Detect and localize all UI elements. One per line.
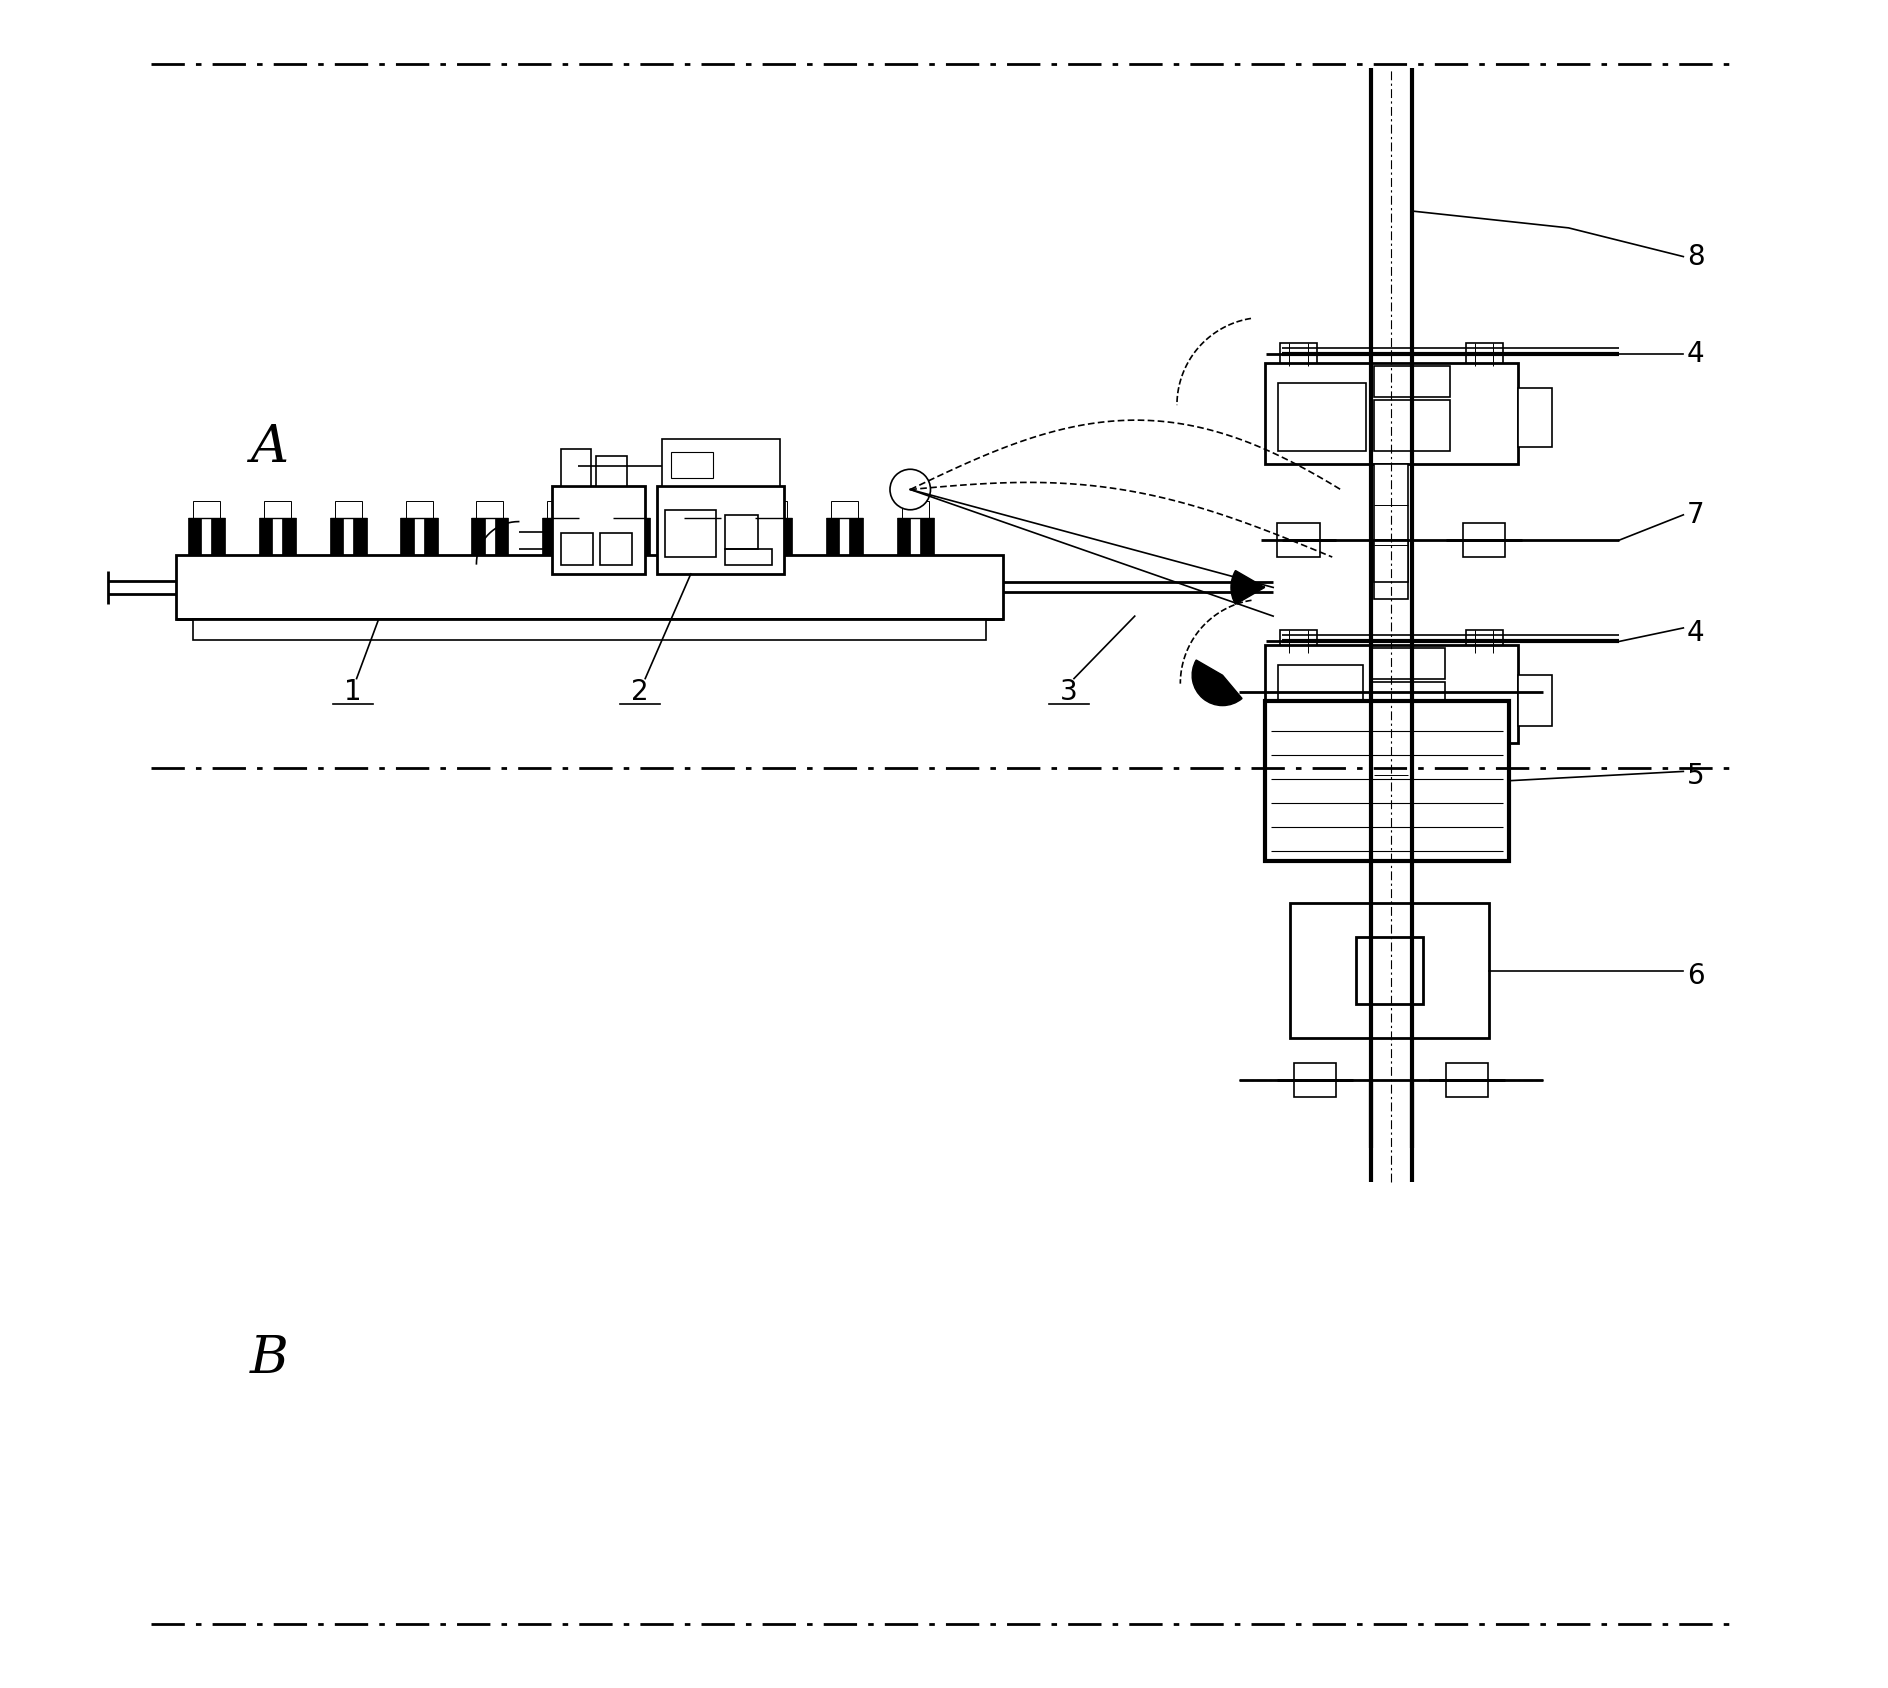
- Bar: [1265, 363, 1518, 464]
- Text: 3: 3: [1059, 679, 1078, 706]
- Bar: [1374, 540, 1408, 582]
- Bar: [1518, 675, 1552, 726]
- Text: A: A: [249, 422, 287, 473]
- Text: 7: 7: [1686, 501, 1705, 528]
- Bar: [283, 518, 296, 555]
- Bar: [761, 501, 787, 518]
- Bar: [193, 619, 986, 640]
- Text: 8: 8: [1686, 243, 1705, 270]
- Wedge shape: [1231, 571, 1265, 604]
- Bar: [902, 501, 929, 518]
- Bar: [476, 501, 504, 518]
- Bar: [176, 555, 1003, 619]
- Bar: [1371, 648, 1446, 679]
- Text: 6: 6: [1686, 962, 1705, 989]
- Bar: [553, 486, 646, 574]
- Bar: [1374, 464, 1408, 599]
- Bar: [259, 518, 272, 555]
- Text: 5: 5: [1686, 763, 1705, 790]
- Bar: [778, 518, 793, 555]
- Bar: [663, 439, 780, 486]
- Bar: [495, 518, 508, 555]
- Bar: [211, 518, 225, 555]
- Wedge shape: [1191, 660, 1242, 706]
- Bar: [187, 518, 202, 555]
- Bar: [636, 518, 649, 555]
- Bar: [683, 518, 697, 555]
- Bar: [1374, 743, 1408, 836]
- Bar: [1446, 1063, 1488, 1097]
- Bar: [850, 518, 863, 555]
- Bar: [472, 518, 485, 555]
- Bar: [548, 501, 574, 518]
- Bar: [825, 518, 840, 555]
- Bar: [353, 518, 366, 555]
- Bar: [1278, 383, 1367, 451]
- Bar: [617, 501, 646, 518]
- Bar: [264, 501, 291, 518]
- Bar: [1265, 701, 1510, 861]
- Bar: [1295, 1063, 1337, 1097]
- Bar: [1374, 366, 1450, 397]
- Text: 2: 2: [631, 679, 649, 706]
- Bar: [897, 518, 910, 555]
- Bar: [755, 518, 768, 555]
- Bar: [1280, 343, 1318, 366]
- Bar: [1265, 645, 1518, 743]
- Bar: [657, 486, 784, 574]
- Bar: [334, 501, 362, 518]
- Text: 1: 1: [344, 679, 362, 706]
- Bar: [831, 501, 857, 518]
- Bar: [1465, 630, 1503, 653]
- Bar: [1518, 388, 1552, 447]
- Circle shape: [889, 469, 931, 510]
- Bar: [561, 533, 593, 565]
- Bar: [542, 518, 555, 555]
- Bar: [919, 518, 935, 555]
- Bar: [600, 533, 632, 565]
- Bar: [1465, 343, 1503, 366]
- Text: B: B: [249, 1334, 289, 1384]
- Bar: [597, 456, 627, 486]
- Bar: [330, 518, 344, 555]
- Bar: [725, 549, 772, 565]
- Bar: [193, 501, 219, 518]
- Bar: [1356, 937, 1424, 1004]
- Bar: [1278, 523, 1320, 557]
- Bar: [1278, 665, 1363, 729]
- Bar: [406, 501, 432, 518]
- Text: 4: 4: [1686, 619, 1705, 647]
- Bar: [708, 518, 721, 555]
- Bar: [1374, 400, 1450, 451]
- Bar: [670, 452, 714, 478]
- Text: 4: 4: [1686, 341, 1705, 368]
- Bar: [1463, 523, 1505, 557]
- Bar: [614, 518, 627, 555]
- Bar: [725, 515, 759, 549]
- Bar: [400, 518, 413, 555]
- Bar: [689, 501, 716, 518]
- Bar: [561, 449, 591, 486]
- Bar: [566, 518, 580, 555]
- Bar: [1280, 630, 1318, 653]
- Bar: [1371, 682, 1446, 729]
- Bar: [665, 510, 716, 557]
- Bar: [1290, 903, 1490, 1038]
- Bar: [425, 518, 438, 555]
